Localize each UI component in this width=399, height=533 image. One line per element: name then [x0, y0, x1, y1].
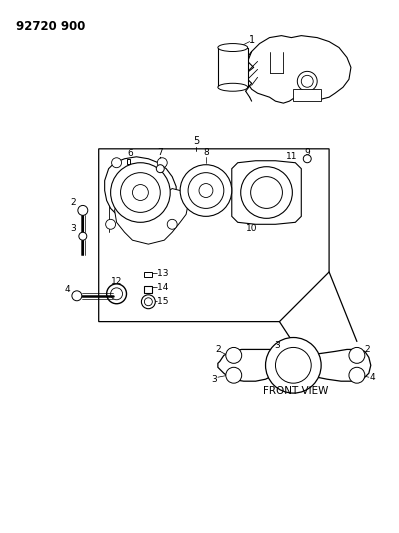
Text: —14: —14	[148, 284, 169, 292]
Circle shape	[241, 167, 292, 219]
Text: 2: 2	[364, 345, 369, 354]
Circle shape	[111, 163, 170, 222]
Polygon shape	[144, 272, 152, 277]
Circle shape	[349, 367, 365, 383]
Text: 4: 4	[64, 285, 70, 294]
Circle shape	[199, 183, 213, 198]
Text: 10: 10	[246, 224, 257, 233]
Text: 2: 2	[215, 345, 221, 354]
Polygon shape	[218, 350, 371, 381]
Circle shape	[180, 165, 232, 216]
Circle shape	[303, 155, 311, 163]
Polygon shape	[105, 157, 176, 222]
Ellipse shape	[218, 44, 248, 52]
Ellipse shape	[218, 83, 248, 91]
Circle shape	[156, 165, 164, 173]
Circle shape	[112, 158, 122, 168]
Polygon shape	[218, 47, 248, 87]
Circle shape	[167, 220, 177, 229]
Circle shape	[188, 173, 224, 208]
Polygon shape	[232, 161, 301, 224]
Text: 8: 8	[203, 148, 209, 157]
Circle shape	[251, 176, 282, 208]
Circle shape	[157, 158, 167, 168]
Text: FRONT VIEW: FRONT VIEW	[263, 386, 328, 396]
Text: 3: 3	[275, 341, 280, 350]
Polygon shape	[293, 89, 321, 101]
Circle shape	[72, 291, 82, 301]
Polygon shape	[115, 189, 188, 244]
Circle shape	[349, 348, 365, 364]
Circle shape	[226, 367, 242, 383]
Text: 1: 1	[249, 35, 255, 45]
Polygon shape	[144, 286, 152, 293]
Text: 3: 3	[70, 224, 76, 233]
Text: 92720 900: 92720 900	[16, 20, 86, 33]
Text: 11: 11	[286, 152, 297, 161]
Text: 2: 2	[70, 198, 76, 207]
Text: 7: 7	[157, 148, 163, 157]
Circle shape	[78, 205, 88, 215]
Circle shape	[106, 220, 116, 229]
Text: 9: 9	[304, 148, 310, 157]
Polygon shape	[246, 36, 351, 103]
Circle shape	[132, 184, 148, 200]
Circle shape	[79, 232, 87, 240]
Circle shape	[141, 295, 155, 309]
Text: 5: 5	[193, 136, 199, 146]
Circle shape	[120, 173, 160, 212]
Text: 6: 6	[128, 149, 133, 158]
Text: 4: 4	[370, 373, 375, 382]
Circle shape	[297, 71, 317, 91]
Polygon shape	[126, 159, 130, 164]
Text: —13: —13	[148, 270, 169, 278]
Text: 3: 3	[211, 375, 217, 384]
Text: —15: —15	[148, 297, 169, 306]
Circle shape	[226, 348, 242, 364]
Text: 12: 12	[111, 277, 122, 286]
Circle shape	[266, 337, 321, 393]
